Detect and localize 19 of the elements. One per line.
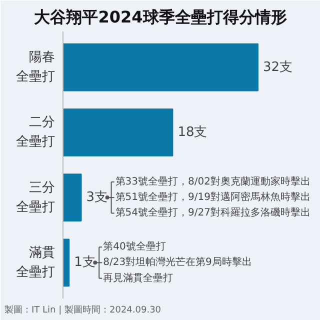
data-label: 1支 [74,255,96,270]
annotation: 第40號全壘打 [103,240,166,253]
y-tick-label: 滿貫全壘打 [16,245,55,280]
y-tick-label: 陽春全壘打 [16,50,55,85]
data-label: 3支 [86,190,108,206]
y-tick-label: 二分全壘打 [16,115,55,150]
annotation: 8/23對坦帕灣光芒在第9局時擊出 [103,256,252,268]
chart-title: 大谷翔平2024球季全壘打得分情形 [34,8,287,26]
y-tick-label: 三分全壘打 [16,180,55,215]
annotation: 再見滿貫全壘打 [103,272,174,284]
data-label: 18支 [178,124,208,140]
annotation: 第51號全壘打，9/19對邁阿密馬林魚時擊出 [115,191,310,204]
data-label: 32支 [263,60,293,75]
annotation: 第54號全壘打，9/27對科羅拉多洛磯時擊出 [115,206,310,219]
bar [62,174,82,222]
bar [62,43,258,92]
text: 製圖：IT Lin | 製圖時間：2024.09.30 [4,304,162,316]
annotation: 第33號全壘打，8/02對奧克蘭運動家時擊出 [115,175,310,188]
bar [62,108,174,156]
